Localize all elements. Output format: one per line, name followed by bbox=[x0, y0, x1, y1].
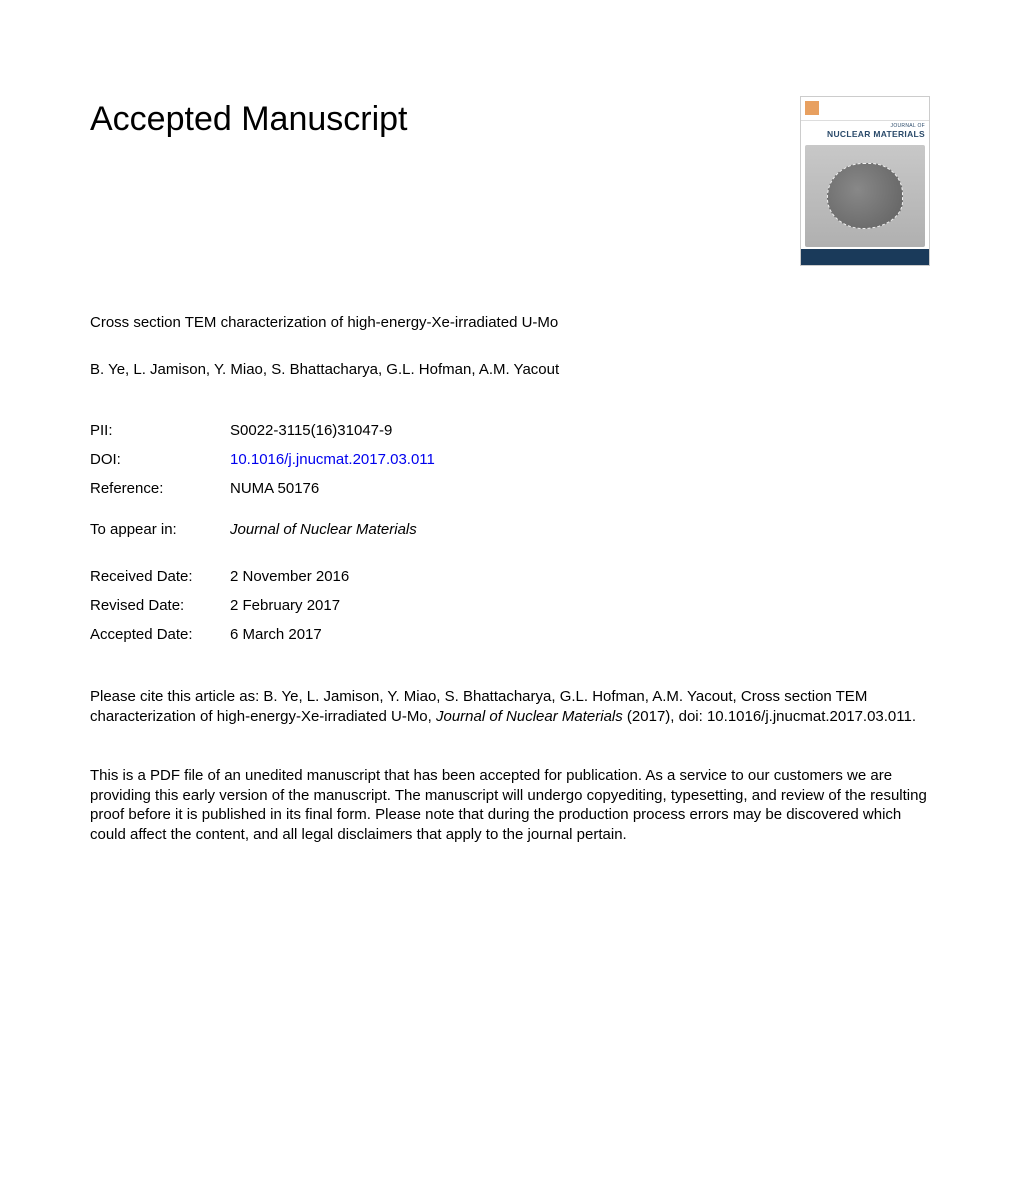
accepted-label: Accepted Date: bbox=[90, 626, 230, 643]
received-value: 2 November 2016 bbox=[230, 568, 349, 585]
to-appear-label: To appear in: bbox=[90, 521, 230, 538]
cover-journal-title: NUCLEAR MATERIALS bbox=[805, 129, 925, 139]
reference-value: NUMA 50176 bbox=[230, 480, 930, 497]
to-appear-row: To appear in: Journal of Nuclear Materia… bbox=[90, 521, 930, 538]
accepted-row: Accepted Date: 6 March 2017 bbox=[90, 626, 930, 643]
cover-blob-graphic bbox=[827, 163, 904, 228]
journal-cover-thumbnail: JOURNAL OF NUCLEAR MATERIALS bbox=[800, 96, 930, 266]
pii-row: PII: S0022-3115(16)31047-9 bbox=[90, 422, 930, 439]
reference-label: Reference: bbox=[90, 480, 230, 497]
doi-row: DOI: 10.1016/j.jnucmat.2017.03.011 bbox=[90, 451, 930, 468]
to-appear-value: Journal of Nuclear Materials bbox=[230, 521, 417, 538]
citation-suffix: (2017), doi: 10.1016/j.jnucmat.2017.03.0… bbox=[623, 708, 916, 725]
page-heading: Accepted Manuscript bbox=[90, 100, 770, 139]
doi-link[interactable]: 10.1016/j.jnucmat.2017.03.011 bbox=[230, 451, 930, 468]
received-row: Received Date: 2 November 2016 bbox=[90, 568, 930, 585]
received-label: Received Date: bbox=[90, 568, 230, 585]
article-title: Cross section TEM characterization of hi… bbox=[90, 314, 930, 331]
header-row: Accepted Manuscript JOURNAL OF NUCLEAR M… bbox=[90, 100, 930, 266]
citation-paragraph: Please cite this article as: B. Ye, L. J… bbox=[90, 687, 930, 726]
revised-row: Revised Date: 2 February 2017 bbox=[90, 597, 930, 614]
cover-topbar bbox=[801, 97, 929, 121]
revised-value: 2 February 2017 bbox=[230, 597, 340, 614]
pii-label: PII: bbox=[90, 422, 230, 439]
revised-label: Revised Date: bbox=[90, 597, 230, 614]
cover-title-area: JOURNAL OF NUCLEAR MATERIALS bbox=[801, 121, 929, 141]
disclaimer-paragraph: This is a PDF file of an unedited manusc… bbox=[90, 766, 930, 844]
authors-line: B. Ye, L. Jamison, Y. Miao, S. Bhattacha… bbox=[90, 361, 930, 378]
dates-block: Received Date: 2 November 2016 Revised D… bbox=[90, 568, 930, 643]
manuscript-page: Accepted Manuscript JOURNAL OF NUCLEAR M… bbox=[0, 0, 1020, 884]
pii-value: S0022-3115(16)31047-9 bbox=[230, 422, 930, 439]
doi-label: DOI: bbox=[90, 451, 230, 468]
accepted-value: 6 March 2017 bbox=[230, 626, 322, 643]
citation-journal: Journal of Nuclear Materials bbox=[436, 708, 623, 725]
cover-image-area bbox=[805, 145, 925, 247]
metadata-table: PII: S0022-3115(16)31047-9 DOI: 10.1016/… bbox=[90, 422, 930, 497]
reference-row: Reference: NUMA 50176 bbox=[90, 480, 930, 497]
cover-bottombar bbox=[801, 249, 929, 265]
